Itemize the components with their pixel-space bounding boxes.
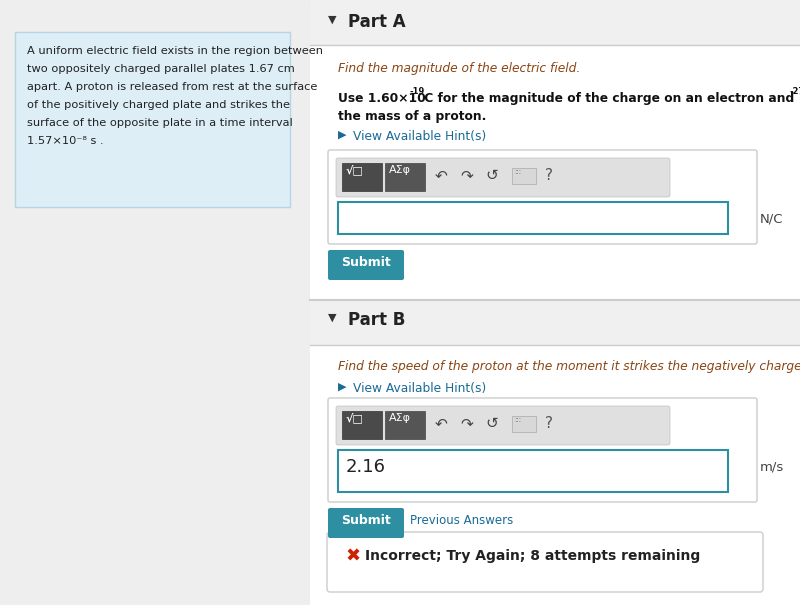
Text: ↺: ↺ (485, 168, 498, 183)
FancyBboxPatch shape (328, 250, 404, 280)
Bar (310, 0, 800, 605)
Bar (512, 416, 536, 432)
Text: View Available Hint(s): View Available Hint(s) (353, 130, 486, 143)
Bar (310, 345, 800, 605)
Text: 1.57×10⁻⁸ s .: 1.57×10⁻⁸ s . (27, 136, 104, 146)
Text: Part A: Part A (348, 13, 406, 31)
Bar (310, 45, 800, 300)
Text: ✖: ✖ (345, 548, 360, 566)
Text: apart. A proton is released from rest at the surface: apart. A proton is released from rest at… (27, 82, 318, 92)
Text: ?: ? (545, 416, 553, 431)
Text: ↺: ↺ (485, 416, 498, 431)
Bar (15, 32, 290, 207)
Text: -19: -19 (410, 87, 426, 96)
Text: N/C: N/C (760, 212, 783, 225)
Text: A uniform electric field exists in the region between: A uniform electric field exists in the r… (27, 46, 323, 56)
Bar (342, 163, 382, 191)
Text: √□: √□ (346, 413, 364, 424)
Text: surface of the opposite plate in a time interval: surface of the opposite plate in a time … (27, 118, 293, 128)
Text: the mass of a proton.: the mass of a proton. (338, 110, 486, 123)
FancyBboxPatch shape (336, 406, 670, 445)
Bar (512, 168, 536, 184)
Text: ▶: ▶ (338, 382, 346, 392)
Text: Find the magnitude of the electric field.: Find the magnitude of the electric field… (338, 62, 580, 75)
Bar (310, 300, 800, 345)
Text: Part B: Part B (348, 311, 406, 329)
Text: Find the speed of the proton at the moment it strikes the negatively charged pla: Find the speed of the proton at the mome… (338, 360, 800, 373)
Bar (310, 0, 800, 45)
FancyBboxPatch shape (328, 508, 404, 538)
Text: -27: -27 (790, 87, 800, 96)
Text: :::: ::: (514, 169, 521, 175)
Text: Use 1.60×10: Use 1.60×10 (338, 92, 426, 105)
Bar (385, 163, 425, 191)
Text: ?: ? (545, 168, 553, 183)
Bar (385, 411, 425, 439)
Bar (0, 0, 310, 605)
Text: ↷: ↷ (460, 416, 473, 431)
FancyBboxPatch shape (327, 532, 763, 592)
Text: of the positively charged plate and strikes the: of the positively charged plate and stri… (27, 100, 290, 110)
FancyBboxPatch shape (336, 158, 670, 197)
Text: 2.16: 2.16 (346, 458, 386, 476)
Text: m/s: m/s (760, 460, 784, 473)
Text: ↶: ↶ (435, 416, 448, 431)
Bar (342, 411, 382, 439)
Text: AΣφ: AΣφ (389, 165, 411, 175)
Text: Submit: Submit (341, 256, 391, 269)
Text: Incorrect; Try Again; 8 attempts remaining: Incorrect; Try Again; 8 attempts remaini… (365, 549, 700, 563)
Text: ▼: ▼ (328, 15, 337, 25)
Text: AΣφ: AΣφ (389, 413, 411, 423)
Text: ▶: ▶ (338, 130, 346, 140)
Text: C for the magnitude of the charge on an electron and 1.67×10: C for the magnitude of the charge on an … (420, 92, 800, 105)
Text: ↶: ↶ (435, 168, 448, 183)
Text: ▼: ▼ (328, 313, 337, 323)
Text: View Available Hint(s): View Available Hint(s) (353, 382, 486, 395)
Text: Submit: Submit (341, 514, 391, 527)
Text: ↷: ↷ (460, 168, 473, 183)
Bar (338, 202, 728, 234)
FancyBboxPatch shape (328, 150, 757, 244)
Text: √□: √□ (346, 165, 364, 175)
Text: Previous Answers: Previous Answers (410, 514, 514, 527)
FancyBboxPatch shape (328, 398, 757, 502)
Bar (338, 450, 728, 492)
Text: :::: ::: (514, 417, 521, 423)
Text: two oppositely charged parallel plates 1.67 cm: two oppositely charged parallel plates 1… (27, 64, 294, 74)
